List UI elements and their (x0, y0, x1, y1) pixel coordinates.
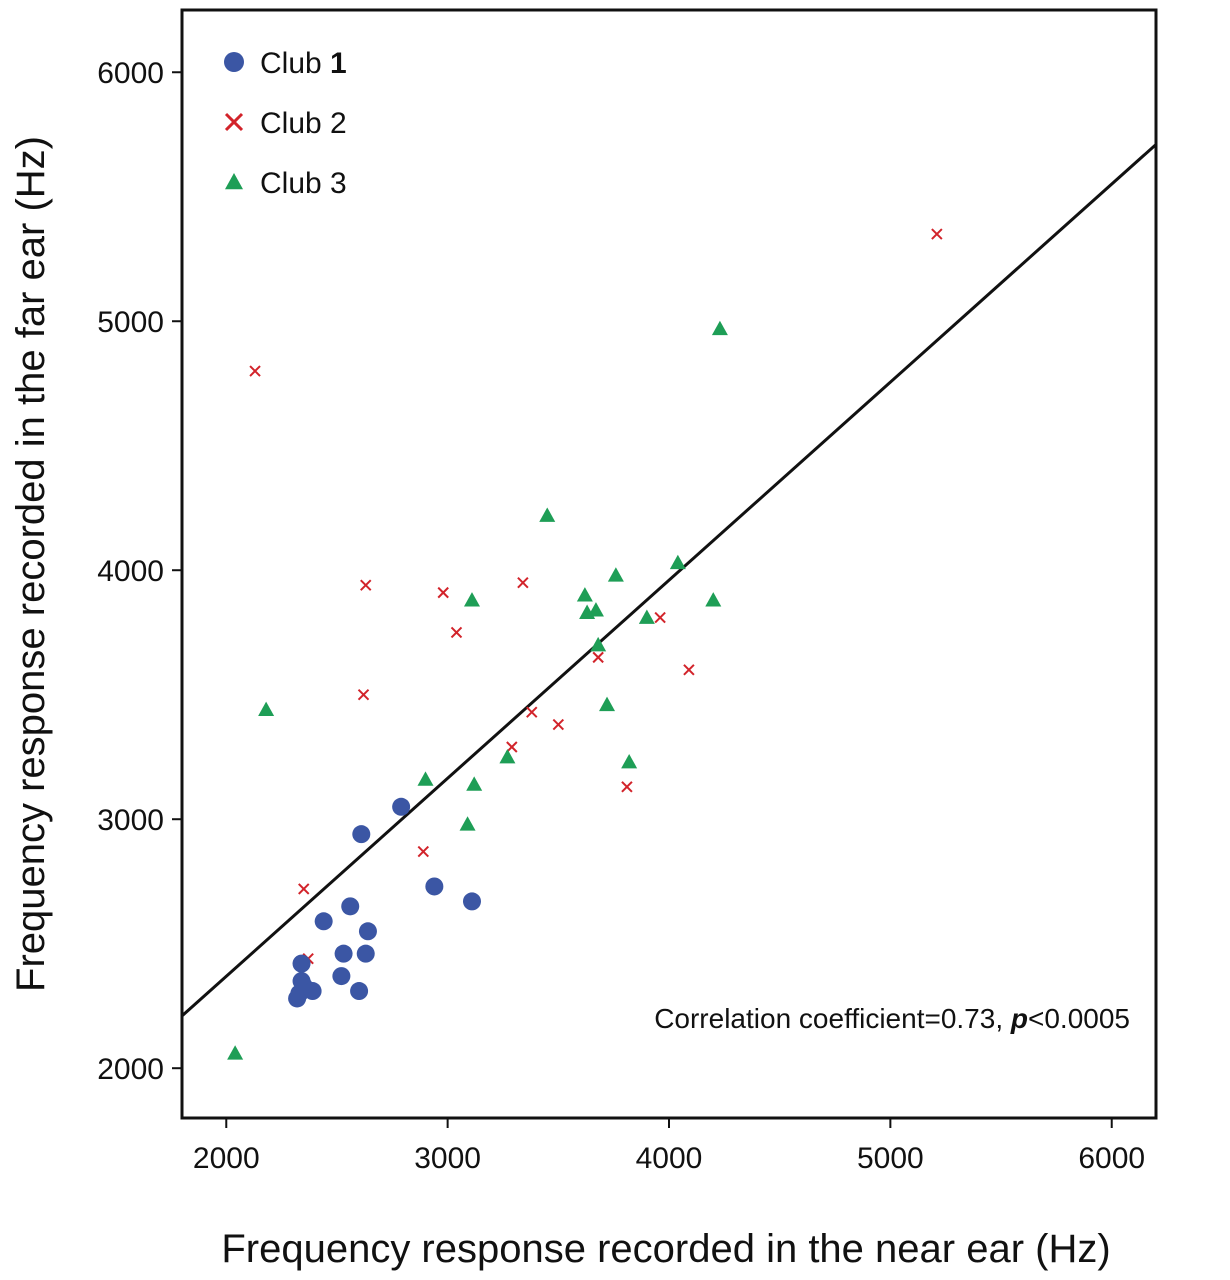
point-club-3 (607, 567, 624, 582)
legend-marker (225, 173, 243, 190)
point-club-2 (298, 883, 310, 895)
point-club-3 (638, 609, 655, 624)
point-club-3 (599, 696, 616, 712)
y-axis-ticks: 2000 3000 4000 5000 6000 (97, 57, 182, 1086)
x-tick-label: 2000 (193, 1142, 260, 1175)
point-club-1 (341, 897, 360, 916)
point-club-2 (357, 689, 370, 701)
x-tick-label: 5000 (857, 1142, 924, 1175)
point-club-2 (517, 576, 529, 589)
legend-label: Club 3 (260, 167, 347, 200)
point-club-2 (654, 611, 666, 624)
point-club-1 (462, 892, 481, 911)
series-1-points (288, 797, 481, 1008)
legend-item-club-1: Club 1 (224, 47, 347, 80)
legend-marker (224, 112, 244, 132)
legend-marker (224, 52, 244, 72)
legend-label-text: Club 2 (260, 107, 347, 140)
point-club-1 (392, 797, 411, 816)
y-tick-label: 4000 (97, 555, 164, 588)
point-club-2 (417, 845, 429, 858)
point-club-1 (332, 967, 351, 986)
point-club-3 (499, 748, 516, 764)
point-club-2 (360, 579, 372, 591)
point-club-1 (425, 877, 444, 896)
y-tick-label: 3000 (97, 804, 164, 837)
annotation-p-italic: p (1010, 1003, 1028, 1034)
legend-label-text: Club 3 (260, 167, 347, 200)
point-club-2 (526, 706, 538, 718)
series-2-points (249, 228, 943, 965)
y-axis-title: Frequency response recorded in the far e… (9, 136, 53, 992)
x-tick-label: 6000 (1078, 1142, 1145, 1175)
point-club-3 (258, 701, 275, 717)
point-club-1 (352, 825, 371, 844)
series-3-points (227, 320, 728, 1060)
regression-line (180, 143, 1158, 1018)
point-club-1 (292, 954, 311, 973)
data-points (227, 228, 943, 1060)
point-club-2 (592, 651, 604, 664)
legend-item-club-3: Club 3 (225, 167, 347, 200)
point-club-3 (227, 1045, 244, 1060)
point-club-1 (356, 944, 375, 963)
x-axis-title: Frequency response recorded in the near … (221, 1227, 1110, 1271)
legend-item-club-2: Club 2 (224, 107, 347, 140)
point-club-3 (459, 816, 476, 831)
x-tick-label: 3000 (414, 1142, 481, 1175)
point-club-3 (590, 636, 607, 652)
point-club-3 (669, 554, 686, 570)
legend-label: Club 1 (260, 47, 347, 80)
point-club-2 (249, 365, 261, 377)
point-club-1 (334, 944, 353, 963)
annotation-text-after: <0.0005 (1028, 1003, 1130, 1034)
point-club-2 (450, 626, 463, 639)
point-club-3 (417, 771, 434, 786)
point-club-2 (621, 781, 633, 793)
point-club-3 (711, 320, 728, 336)
annotation-text-before: Correlation coefficient=0.73, (654, 1003, 1011, 1034)
legend-label: Club 2 (260, 107, 347, 140)
point-club-2 (552, 718, 565, 731)
correlation-annotation: Correlation coefficient=0.73, p<0.0005 (654, 1003, 1130, 1034)
point-club-1 (303, 982, 322, 1001)
point-club-3 (705, 592, 722, 607)
point-club-1 (350, 982, 369, 1001)
point-club-1 (358, 922, 377, 941)
y-tick-label: 6000 (97, 57, 164, 90)
point-club-1 (314, 912, 333, 931)
point-club-3 (576, 587, 593, 602)
y-tick-label: 5000 (97, 306, 164, 339)
y-tick-label: 2000 (97, 1053, 164, 1086)
legend: Club 1 Club 2 Club 3 (224, 47, 347, 200)
x-axis-ticks: 2000 3000 4000 5000 6000 (193, 1118, 1145, 1175)
point-club-3 (587, 602, 604, 617)
point-club-2 (437, 586, 449, 599)
point-club-3 (466, 776, 483, 791)
point-club-3 (621, 753, 638, 769)
legend-label-number: 1 (330, 47, 347, 80)
point-club-2 (931, 228, 943, 240)
point-club-2 (683, 664, 695, 676)
point-club-3 (463, 592, 480, 607)
point-club-2 (506, 741, 518, 753)
x-tick-label: 4000 (636, 1142, 703, 1175)
legend-label-text: Club (260, 47, 330, 80)
point-club-3 (539, 507, 556, 522)
